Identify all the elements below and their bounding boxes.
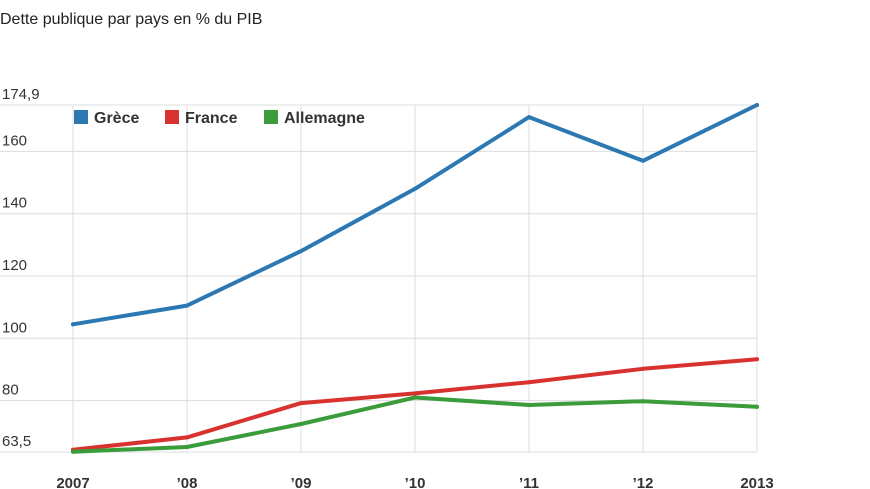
y-tick-label: 63,5 bbox=[2, 433, 31, 450]
x-tick-label: 2007 bbox=[56, 475, 89, 489]
data-point bbox=[185, 435, 189, 440]
y-tick-label: 160 bbox=[2, 132, 27, 149]
y-tick-label: 100 bbox=[2, 319, 27, 336]
data-point bbox=[185, 445, 189, 450]
data-point bbox=[299, 421, 303, 426]
data-point bbox=[641, 399, 645, 404]
data-point bbox=[299, 249, 303, 254]
data-point bbox=[527, 402, 531, 407]
legend-label: France bbox=[185, 110, 238, 127]
data-point bbox=[755, 357, 759, 362]
data-point bbox=[71, 322, 75, 327]
data-point bbox=[527, 380, 531, 385]
grid bbox=[0, 104, 758, 453]
x-tick-label: 2013 bbox=[740, 475, 773, 489]
data-point bbox=[413, 395, 417, 400]
y-tick-label: 140 bbox=[2, 195, 27, 212]
series-lines bbox=[71, 103, 759, 454]
data-point bbox=[185, 303, 189, 308]
y-tick-label: 174,9 bbox=[2, 86, 40, 103]
data-point bbox=[413, 186, 417, 191]
legend-label: Allemagne bbox=[284, 110, 365, 127]
x-tick-label: ’11 bbox=[519, 475, 539, 489]
data-point bbox=[641, 158, 645, 163]
legend-swatch bbox=[264, 110, 278, 124]
x-tick-label: ’10 bbox=[405, 475, 426, 489]
x-tick-label: ’12 bbox=[633, 475, 654, 489]
data-point bbox=[71, 449, 75, 454]
data-point bbox=[527, 115, 531, 120]
x-axis-ticks: 2007 ’08 ’09 ’10 ’11 ’12 2013 bbox=[56, 475, 773, 489]
legend-swatch bbox=[74, 110, 88, 124]
data-point bbox=[755, 404, 759, 409]
legend: Grèce France Allemagne bbox=[74, 110, 365, 127]
y-axis-ticks: 63,5 80 100 120 140 160 174,9 bbox=[2, 86, 40, 450]
data-point bbox=[755, 103, 759, 107]
chart-title: Dette publique par pays en % du PIB bbox=[0, 11, 263, 28]
legend-swatch bbox=[165, 110, 179, 124]
data-point bbox=[299, 401, 303, 406]
legend-label: Grèce bbox=[94, 110, 139, 127]
data-point bbox=[641, 366, 645, 371]
y-tick-label: 80 bbox=[2, 382, 19, 399]
x-tick-label: ’09 bbox=[291, 475, 312, 489]
x-tick-label: ’08 bbox=[177, 475, 198, 489]
y-tick-label: 120 bbox=[2, 257, 27, 274]
data-point bbox=[413, 391, 417, 396]
